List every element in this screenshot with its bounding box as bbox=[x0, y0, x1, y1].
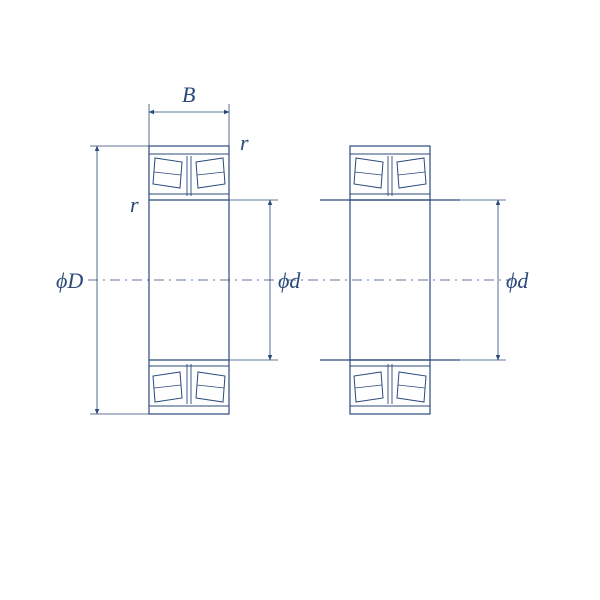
roller-set-bottom bbox=[149, 364, 229, 406]
label-r-top: r bbox=[240, 130, 249, 155]
bearing-diagram: B ϕD ϕd ϕd r r bbox=[0, 0, 600, 600]
label-B: B bbox=[182, 82, 195, 107]
label-d1: d bbox=[289, 268, 301, 293]
phi-d1: ϕ bbox=[278, 268, 289, 293]
phi-d2: ϕ bbox=[506, 268, 517, 293]
roller-set-top bbox=[149, 154, 229, 196]
svg-text:ϕd: ϕd bbox=[506, 268, 529, 293]
svg-text:ϕD: ϕD bbox=[56, 268, 83, 293]
roller-set-top-r bbox=[350, 154, 430, 196]
dimension-B: B bbox=[149, 82, 229, 146]
phi-D: ϕ bbox=[56, 268, 67, 293]
label-r-left: r bbox=[130, 192, 139, 217]
svg-text:ϕd: ϕd bbox=[278, 268, 301, 293]
label-d2: d bbox=[517, 268, 529, 293]
label-D: D bbox=[66, 268, 83, 293]
roller-set-bottom-r bbox=[350, 364, 430, 406]
